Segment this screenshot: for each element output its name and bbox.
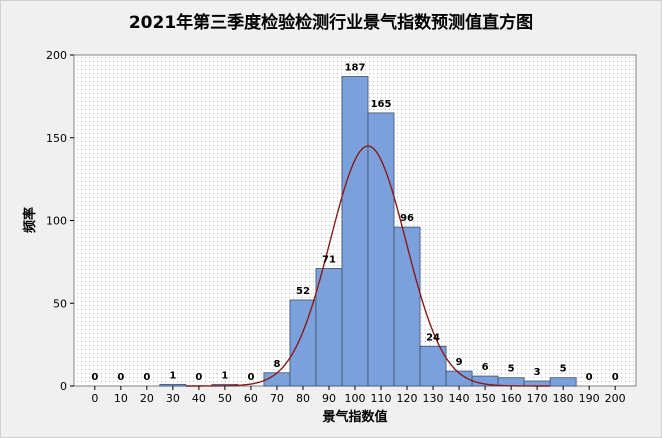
histogram-bar bbox=[393, 226, 421, 387]
x-tick-label: 180 bbox=[553, 392, 574, 405]
y-tick-label: 150 bbox=[46, 132, 67, 145]
histogram-bar bbox=[289, 299, 317, 387]
bar-value-label: 9 bbox=[456, 357, 463, 368]
histogram-bar bbox=[497, 377, 525, 387]
y-tick-label: 100 bbox=[46, 215, 67, 228]
y-tick-label: 0 bbox=[60, 380, 67, 393]
x-tick-label: 150 bbox=[475, 392, 496, 405]
bar-value-label: 0 bbox=[586, 372, 593, 383]
x-tick-label: 130 bbox=[423, 392, 444, 405]
histogram-bar bbox=[159, 383, 187, 387]
histogram-bar bbox=[419, 345, 447, 387]
histogram-bar bbox=[367, 112, 395, 387]
y-tick-label: 200 bbox=[46, 49, 67, 62]
x-tick-label: 80 bbox=[296, 392, 310, 405]
x-tick-label: 190 bbox=[579, 392, 600, 405]
bar-value-label: 3 bbox=[534, 367, 541, 378]
bar-value-label: 24 bbox=[426, 332, 440, 343]
bar-value-label: 1 bbox=[221, 370, 228, 381]
bar-value-label: 5 bbox=[560, 364, 567, 375]
x-tick-label: 90 bbox=[322, 392, 336, 405]
x-tick-label: 0 bbox=[91, 392, 98, 405]
x-tick-label: 20 bbox=[140, 392, 154, 405]
bar-value-label: 6 bbox=[482, 362, 489, 373]
y-axis-title: 频率 bbox=[22, 207, 38, 233]
x-tick-label: 170 bbox=[527, 392, 548, 405]
bar-value-label: 8 bbox=[273, 359, 280, 370]
x-tick-label: 120 bbox=[397, 392, 418, 405]
histogram-bar bbox=[549, 377, 577, 387]
x-tick-label: 140 bbox=[449, 392, 470, 405]
x-tick-label: 50 bbox=[218, 392, 232, 405]
x-tick-label: 70 bbox=[270, 392, 284, 405]
bar-value-label: 5 bbox=[508, 364, 515, 375]
bar-value-label: 71 bbox=[322, 254, 336, 265]
bar-value-label: 0 bbox=[143, 372, 150, 383]
x-tick-label: 40 bbox=[192, 392, 206, 405]
x-tick-label: 10 bbox=[114, 392, 128, 405]
bar-value-label: 165 bbox=[371, 99, 392, 110]
bar-value-label: 0 bbox=[612, 372, 619, 383]
histogram-bar bbox=[341, 76, 369, 387]
histogram-bar bbox=[523, 380, 551, 387]
y-tick-label: 50 bbox=[53, 297, 67, 310]
x-tick-label: 30 bbox=[166, 392, 180, 405]
bar-value-label: 96 bbox=[400, 213, 414, 224]
x-axis-title: 景气指数值 bbox=[322, 409, 387, 425]
histogram-bar bbox=[315, 268, 343, 387]
bar-value-label: 0 bbox=[91, 372, 98, 383]
bar-value-label: 187 bbox=[345, 63, 366, 74]
bar-value-label: 1 bbox=[169, 370, 176, 381]
bar-value-label: 52 bbox=[296, 286, 310, 297]
chart-title: 2021年第三季度检验检测行业景气指数预测值直方图 bbox=[128, 13, 534, 33]
fitted-normal-curve bbox=[185, 145, 551, 387]
bar-value-label: 0 bbox=[117, 372, 124, 383]
x-tick-label: 60 bbox=[244, 392, 258, 405]
x-tick-label: 100 bbox=[345, 392, 366, 405]
x-tick-label: 200 bbox=[605, 392, 626, 405]
bar-value-label: 0 bbox=[247, 372, 254, 383]
bar-value-label: 0 bbox=[195, 372, 202, 383]
x-tick-label: 110 bbox=[371, 392, 392, 405]
x-tick-label: 160 bbox=[501, 392, 522, 405]
